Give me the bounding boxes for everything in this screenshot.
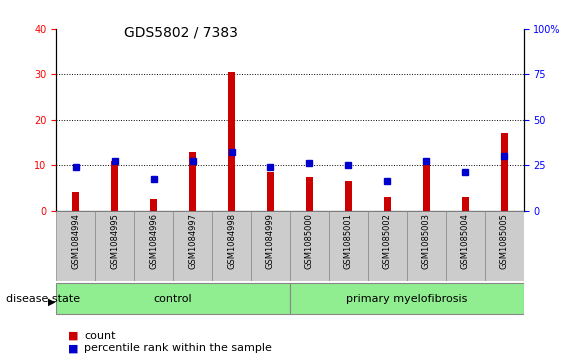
Text: GSM1085004: GSM1085004	[461, 213, 470, 269]
Text: GSM1084998: GSM1084998	[227, 213, 236, 269]
Text: GSM1084999: GSM1084999	[266, 213, 275, 269]
Bar	[111, 160, 118, 211]
Bar	[56, 283, 290, 314]
Bar	[72, 192, 79, 211]
Text: GSM1084996: GSM1084996	[149, 213, 158, 269]
Bar	[306, 176, 313, 211]
Bar	[173, 211, 212, 281]
Text: percentile rank within the sample: percentile rank within the sample	[84, 343, 272, 354]
Bar	[290, 211, 329, 281]
Text: control: control	[154, 294, 193, 303]
Text: GDS5802 / 7383: GDS5802 / 7383	[124, 25, 238, 40]
Text: GSM1085001: GSM1085001	[344, 213, 353, 269]
Bar	[329, 211, 368, 281]
Text: ■: ■	[68, 343, 78, 354]
Bar	[446, 211, 485, 281]
Bar	[485, 211, 524, 281]
Text: GSM1084994: GSM1084994	[72, 213, 81, 269]
Bar	[462, 197, 468, 211]
Text: primary myelofibrosis: primary myelofibrosis	[346, 294, 467, 303]
Bar	[501, 133, 508, 211]
Bar	[423, 163, 430, 211]
Bar	[251, 211, 290, 281]
Text: count: count	[84, 331, 116, 341]
Text: GSM1085005: GSM1085005	[499, 213, 508, 269]
Text: ■: ■	[68, 331, 78, 341]
Text: GSM1085002: GSM1085002	[383, 213, 392, 269]
Bar	[368, 211, 406, 281]
Bar	[290, 283, 524, 314]
Bar	[95, 211, 134, 281]
Bar	[150, 199, 157, 211]
Bar	[228, 72, 235, 211]
Bar	[189, 152, 196, 211]
Bar	[267, 172, 274, 211]
Text: GSM1084995: GSM1084995	[110, 213, 119, 269]
Text: disease state: disease state	[6, 294, 80, 305]
Bar	[345, 181, 352, 211]
Bar	[56, 211, 95, 281]
Bar	[406, 211, 446, 281]
Text: GSM1085000: GSM1085000	[305, 213, 314, 269]
Text: GSM1085003: GSM1085003	[422, 213, 431, 269]
Text: ▶: ▶	[48, 296, 55, 306]
Bar	[384, 197, 391, 211]
Bar	[212, 211, 251, 281]
Text: GSM1084997: GSM1084997	[188, 213, 197, 269]
Bar	[134, 211, 173, 281]
